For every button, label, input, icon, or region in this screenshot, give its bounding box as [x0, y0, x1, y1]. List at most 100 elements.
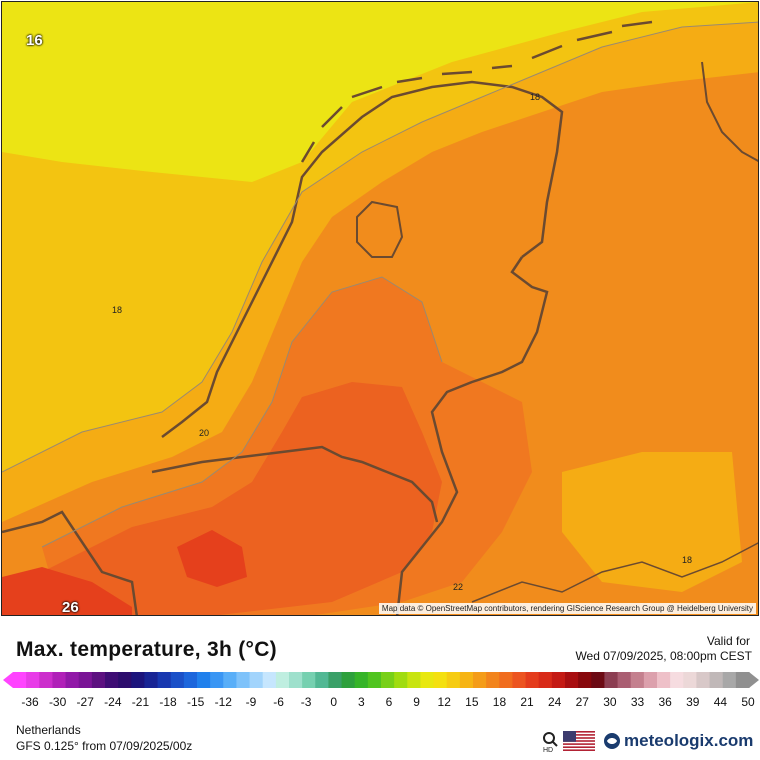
- scale-swatch: [328, 672, 343, 688]
- contour-label: 22: [453, 582, 464, 592]
- scale-swatch: [249, 672, 264, 688]
- scale-tick-label: -30: [48, 695, 67, 709]
- scale-swatch: [157, 672, 172, 688]
- scale-swatch: [341, 672, 356, 688]
- border-nl-de: [395, 256, 549, 615]
- contour-20: [41, 276, 443, 548]
- map-attribution: Map data © OpenStreetMap contributors, r…: [378, 603, 756, 614]
- scale-swatch: [643, 672, 658, 688]
- ijsselmeer: [356, 200, 404, 258]
- scale-swatch: [538, 672, 553, 688]
- scale-tick-label: -18: [159, 695, 177, 709]
- scale-swatch: [420, 672, 435, 688]
- scale-swatch: [78, 672, 93, 688]
- globe-icon: [604, 733, 620, 749]
- scale-swatch: [289, 672, 303, 688]
- scale-swatch: [657, 672, 671, 688]
- scale-swatch: [275, 672, 290, 688]
- us-flag-icon[interactable]: [563, 731, 595, 751]
- contour-label: 18: [682, 555, 693, 565]
- scale-tick-label: 21: [520, 695, 534, 709]
- scale-swatch: [604, 672, 619, 688]
- scale-swatch: [499, 672, 513, 688]
- scale-swatch: [105, 672, 119, 688]
- scale-swatch: [262, 672, 277, 688]
- scale-swatch: [183, 672, 198, 688]
- scale-swatch: [486, 672, 500, 688]
- contour-label: 18: [112, 305, 123, 315]
- region-name: Netherlands: [16, 723, 81, 737]
- svg-text:HD: HD: [543, 747, 553, 753]
- scale-swatch: [26, 672, 40, 688]
- scale-tick-label: 33: [630, 695, 645, 709]
- scale-tick-label: -3: [300, 695, 312, 709]
- scale-swatch: [525, 672, 540, 688]
- scale-tick-label: 15: [465, 695, 479, 709]
- scale-tick-label: -36: [21, 695, 39, 709]
- zone-19-patch: [562, 452, 742, 592]
- border-east: [701, 61, 758, 163]
- brand-logo[interactable]: meteologix.com: [603, 731, 753, 751]
- scale-swatch: [367, 672, 382, 688]
- brand-name: meteologix.com: [624, 731, 754, 750]
- scale-swatch: [236, 672, 251, 688]
- scale-tick-label: 9: [413, 695, 420, 709]
- scale-swatch: [459, 672, 474, 688]
- scale-swatch: [670, 672, 684, 688]
- scale-swatch: [617, 672, 632, 688]
- chart-title: Max. temperature, 3h (°C): [16, 638, 277, 661]
- scale-tick-label: -24: [104, 695, 122, 709]
- scale-swatch: [630, 672, 645, 688]
- corner-label-bottom: 26: [62, 599, 79, 616]
- scale-swatch: [735, 672, 750, 688]
- color-scale: [3, 672, 759, 688]
- wadden-islands: [300, 20, 653, 163]
- scale-swatch: [591, 672, 605, 688]
- scale-swatch: [223, 672, 237, 688]
- scale-tick-label: 6: [385, 695, 393, 709]
- scale-tick-label: 50: [741, 695, 755, 709]
- search-hd-icon[interactable]: HD: [541, 731, 561, 753]
- scale-swatch: [381, 672, 395, 688]
- scale-tick-label: 12: [437, 695, 451, 709]
- scale-tick-label: 39: [686, 695, 700, 709]
- zone-22: [42, 382, 442, 615]
- scale-swatch: [302, 672, 316, 688]
- scale-swatch: [91, 672, 106, 688]
- scale-tick-label: 44: [713, 695, 728, 709]
- scale-swatch: [394, 672, 408, 688]
- scale-swatch: [315, 672, 329, 688]
- scale-swatch: [144, 672, 159, 688]
- corner-label-top: 16: [26, 32, 43, 49]
- scale-swatch: [197, 672, 211, 688]
- border-de-south: [471, 542, 758, 603]
- coastline: [161, 80, 564, 438]
- scale-tick-label: -6: [273, 695, 284, 709]
- scale-swatch: [551, 672, 566, 688]
- scale-tick-label: 27: [575, 695, 589, 709]
- border-be-fr: [2, 510, 138, 615]
- scale-swatch: [512, 672, 527, 688]
- scale-swatch: [722, 672, 737, 688]
- scale-arrow-right: [749, 672, 759, 688]
- scale-swatch: [565, 672, 579, 688]
- model-info: GFS 0.125° from 07/09/2025/00z: [16, 739, 193, 753]
- valid-date: Wed 07/09/2025, 08:00pm CEST: [575, 649, 752, 663]
- contour-label: 20: [199, 428, 210, 438]
- scale-tick-label: -15: [187, 695, 205, 709]
- scale-tick-label: 18: [492, 695, 507, 709]
- scale-swatch: [433, 672, 448, 688]
- temperature-map[interactable]: 16 26 18 18 20 18 22 Map data © OpenStre…: [1, 1, 759, 616]
- scale-swatch: [446, 672, 461, 688]
- scale-swatch: [170, 672, 185, 688]
- scale-tick-label: 0: [330, 695, 338, 709]
- scale-swatch: [65, 672, 80, 688]
- scale-swatch: [131, 672, 145, 688]
- scale-ticks: -36 -30 -27 -24 -21 -18 -15 -12 -9 -6 -3 0 3 6 9 12 15 18…: [0, 695, 760, 711]
- scale-swatch: [210, 672, 224, 688]
- valid-for-label: Valid for: [706, 634, 750, 648]
- scale-swatch: [39, 672, 53, 688]
- scale-tick-label: -27: [76, 695, 94, 709]
- scale-arrow-left: [3, 672, 13, 688]
- border-be-nl: [151, 445, 439, 523]
